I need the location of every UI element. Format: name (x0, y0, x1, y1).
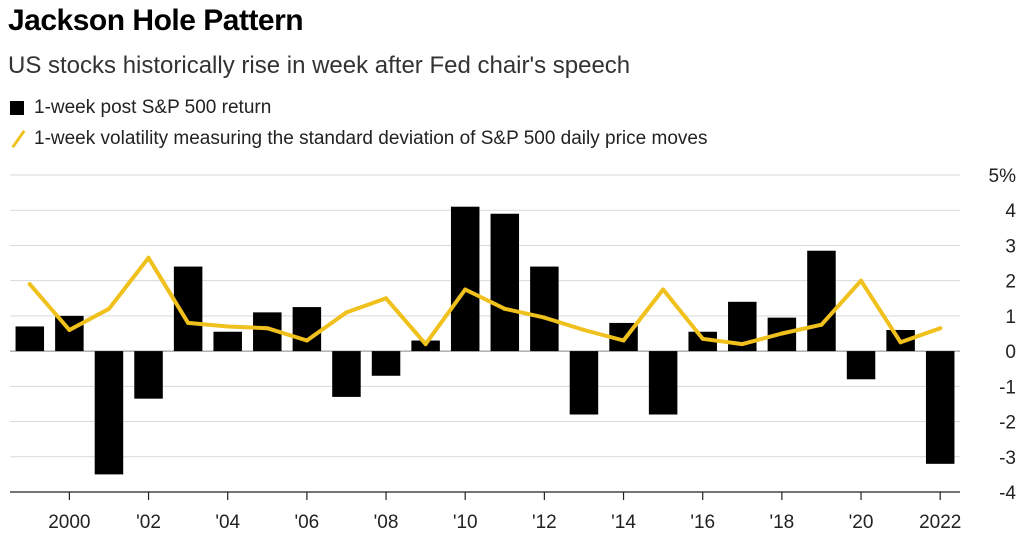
y-tick-label: 2 (1005, 272, 1016, 293)
y-tick-label: 4 (1005, 201, 1016, 222)
line-point (938, 326, 943, 331)
bar (807, 250, 836, 352)
legend-label-returns: 1-week post S&P 500 return (34, 97, 272, 118)
line-point (502, 306, 507, 311)
bar (846, 351, 876, 380)
bar (134, 351, 163, 399)
bar (450, 206, 480, 352)
y-tick-label: -3 (999, 448, 1016, 469)
y-tick-label: -4 (999, 483, 1016, 504)
line-point (581, 327, 586, 332)
line-point (27, 282, 32, 287)
y-tick-label: 1 (1005, 307, 1016, 328)
bar (94, 351, 124, 475)
bar (925, 351, 955, 464)
y-tick-label: 0 (1005, 342, 1016, 363)
y-tick-label: -1 (999, 377, 1016, 398)
line-point (621, 338, 626, 343)
legend-bar-swatch (10, 101, 24, 115)
line-point (384, 296, 389, 301)
x-tick-label: 2000 (48, 512, 90, 533)
chart-title: Jackson Hole Pattern (8, 4, 304, 37)
line-point (423, 342, 428, 347)
x-tick-label: 2022 (919, 512, 961, 533)
bar (292, 307, 322, 352)
line-point (304, 338, 309, 343)
bar (332, 351, 361, 397)
line-point (265, 326, 270, 331)
bar-series (15, 206, 955, 475)
x-tick-label: '06 (294, 512, 319, 533)
y-tick-label: 3 (1005, 236, 1016, 257)
line-point (225, 324, 230, 329)
bar (371, 351, 401, 376)
chart-subtitle: US stocks historically rise in week afte… (8, 52, 631, 79)
bar (688, 331, 717, 352)
line-point (740, 342, 745, 347)
x-tick-label: '08 (374, 512, 399, 533)
x-tick-label: '04 (215, 512, 240, 533)
y-tick-label: 5% (989, 166, 1017, 187)
line-point (661, 287, 666, 292)
y-axis: 5% 4 3 2 1 0 -1 -2 -3 -4 (989, 166, 1017, 504)
bar (648, 351, 678, 415)
line-point (106, 306, 111, 311)
line-point (859, 278, 864, 283)
legend-entry-volatility: 1-week volatility measuring the standard… (10, 128, 707, 150)
bar (213, 331, 242, 352)
line-point (542, 315, 547, 320)
line-point (819, 322, 824, 327)
line-series (27, 255, 943, 347)
line-point (344, 310, 349, 315)
x-axis: 2000 '02 '04 '06 '08 '10 '12 '14 '16 '18 '20 2022 (10, 491, 961, 533)
bar (490, 213, 520, 352)
volatility-line (27, 255, 943, 347)
legend-label-volatility: 1-week volatility measuring the standard… (34, 128, 708, 149)
line-point (700, 336, 705, 341)
x-tick-label: '18 (769, 512, 794, 533)
x-tick-label: '02 (136, 512, 161, 533)
x-tick-label: '16 (690, 512, 715, 533)
x-tick-label: '14 (611, 512, 636, 533)
line-point (463, 287, 468, 292)
bar (569, 351, 599, 415)
x-tick-label: '12 (532, 512, 557, 533)
line-point (898, 340, 903, 345)
x-tick-label: '20 (849, 512, 874, 533)
x-tick-label: '10 (453, 512, 478, 533)
line-point (67, 327, 72, 332)
line-point (186, 320, 191, 325)
legend-entry-returns: 1-week post S&P 500 return (10, 97, 271, 119)
y-tick-label: -2 (999, 413, 1016, 434)
line-point (146, 255, 151, 260)
bar (530, 266, 559, 352)
bar (15, 326, 45, 352)
line-point (779, 331, 784, 336)
